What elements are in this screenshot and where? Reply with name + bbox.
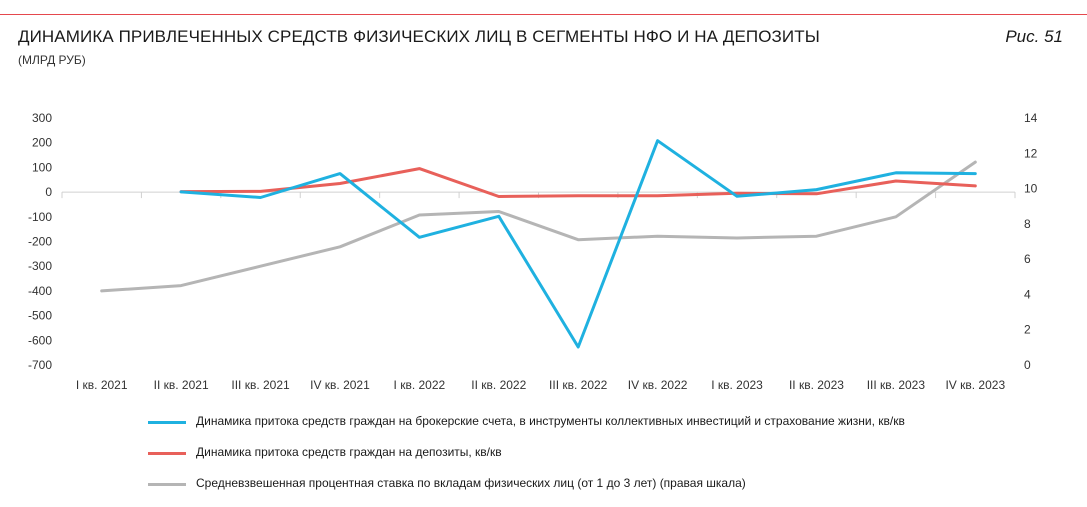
x-tick-label: II кв. 2023 bbox=[789, 378, 844, 392]
legend-label-deposits: Динамика притока средств граждан на депо… bbox=[196, 445, 502, 459]
y-left-tick-label: 300 bbox=[32, 111, 52, 125]
legend-swatch-rate bbox=[148, 483, 186, 486]
y-left-tick-label: -700 bbox=[28, 358, 52, 372]
y-left-tick-label: -300 bbox=[28, 259, 52, 273]
y-left-tick-label: -400 bbox=[28, 284, 52, 298]
legend-label-brokerage: Динамика притока средств граждан на брок… bbox=[196, 414, 905, 428]
x-tick-label: II кв. 2022 bbox=[471, 378, 526, 392]
y-left-tick-label: 200 bbox=[32, 136, 52, 150]
x-tick-label: II кв. 2021 bbox=[154, 378, 209, 392]
series-line-rate bbox=[100, 160, 977, 293]
x-tick-label: IV кв. 2022 bbox=[628, 378, 688, 392]
y-left-tick-label: 100 bbox=[32, 160, 52, 174]
y-right-tick-label: 2 bbox=[1024, 323, 1031, 337]
x-tick-label: III кв. 2023 bbox=[867, 378, 926, 392]
y-left-tick-label: -500 bbox=[28, 309, 52, 323]
chart-subtitle: (МЛРД РУБ) bbox=[18, 53, 86, 67]
y-right-tick-label: 10 bbox=[1024, 182, 1038, 196]
y-right-tick-label: 0 bbox=[1024, 358, 1031, 372]
x-tick-label: IV кв. 2023 bbox=[945, 378, 1005, 392]
y-right-tick-label: 14 bbox=[1024, 111, 1038, 125]
chart-title: ДИНАМИКА ПРИВЛЕЧЕННЫХ СРЕДСТВ ФИЗИЧЕСКИХ… bbox=[18, 27, 820, 46]
x-tick-label: I кв. 2023 bbox=[711, 378, 763, 392]
line-chart: 3002001000-100-200-300-400-500-600-70014… bbox=[28, 111, 1038, 392]
figure-label: Рис. 51 bbox=[1005, 27, 1063, 46]
y-right-tick-label: 12 bbox=[1024, 146, 1038, 160]
legend-swatch-deposits bbox=[148, 452, 186, 455]
x-tick-label: III кв. 2022 bbox=[549, 378, 608, 392]
legend-label-rate: Средневзвешенная процентная ставка по вк… bbox=[196, 476, 746, 490]
x-tick-label: IV кв. 2021 bbox=[310, 378, 370, 392]
top-rule bbox=[0, 14, 1087, 15]
y-left-tick-label: -100 bbox=[28, 210, 52, 224]
y-left-tick-label: -200 bbox=[28, 235, 52, 249]
x-tick-label: III кв. 2021 bbox=[231, 378, 290, 392]
legend-swatch-brokerage bbox=[148, 421, 186, 424]
y-left-tick-label: 0 bbox=[45, 185, 52, 199]
y-left-tick-label: -600 bbox=[28, 333, 52, 347]
series-line-deposits bbox=[179, 167, 977, 198]
x-tick-label: I кв. 2021 bbox=[76, 378, 128, 392]
series-line-brokerage bbox=[179, 139, 977, 349]
y-right-tick-label: 4 bbox=[1024, 287, 1031, 301]
y-right-tick-label: 6 bbox=[1024, 252, 1031, 266]
x-tick-label: I кв. 2022 bbox=[394, 378, 446, 392]
y-right-tick-label: 8 bbox=[1024, 217, 1031, 231]
